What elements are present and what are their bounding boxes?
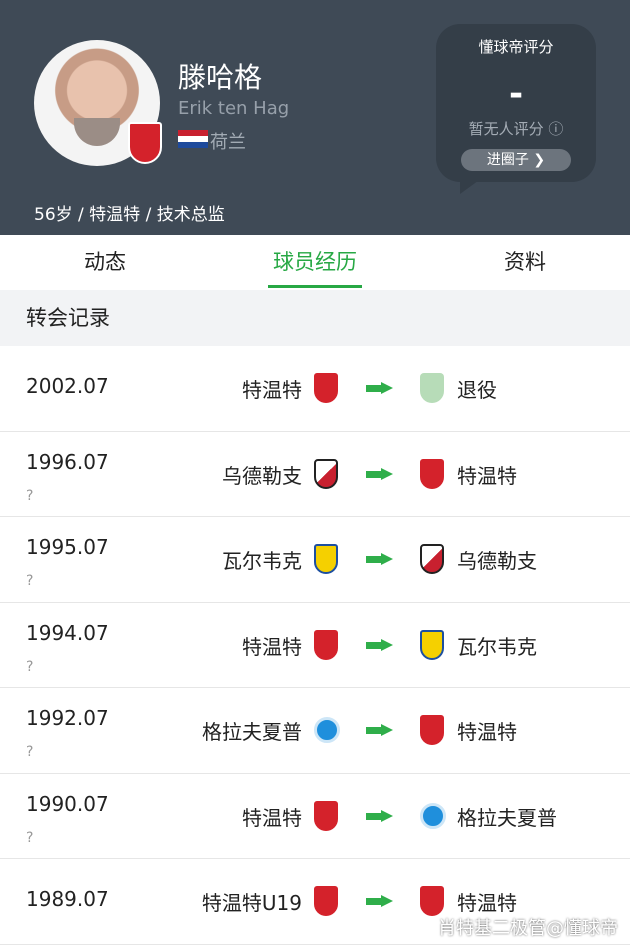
from-club-logo-icon [314,717,340,743]
transfer-date: 1996.07 [26,449,109,474]
player-name: 滕哈格 [178,61,263,94]
to-club[interactable]: 特温特 [457,463,517,488]
player-english-name: Erik ten Hag [178,98,290,119]
from-club[interactable]: 特温特 [242,805,302,830]
transfer-row[interactable]: 1994.07? 特温特 瓦尔韦克 [0,603,630,688]
from-club-logo-icon [314,458,338,489]
transfer-fee: ? [26,829,34,846]
transfer-list: 2002.07 特温特 退役 1996.07? 乌德勒支 特温特 1995.07? 瓦尔韦… [0,346,630,945]
from-club[interactable]: 特温特U19 [201,891,302,915]
player-header: 滕哈格 Erik ten Hag 荷兰 56岁 / 特温特 / 技术总监 懂球帝… [0,0,630,235]
transfer-row[interactable]: 1989.07 特温特U19 特温特 [0,859,630,945]
to-club-logo-icon [420,373,444,403]
to-club[interactable]: 特温特 [457,891,517,915]
transfer-row[interactable]: 1992.07? 格拉夫夏普 特温特 [0,688,630,774]
to-club-logo-icon [420,802,446,829]
transfer-row[interactable]: 1996.07? 乌德勒支 特温特 [0,432,630,517]
from-club-logo-icon [314,373,338,403]
from-club-logo-icon [314,544,338,574]
arrow-right-icon [366,724,394,736]
to-club-logo-icon [420,715,444,745]
transfer-date: 1992.07 [26,706,109,730]
to-club-logo-icon [420,458,444,489]
tab-bar: 动态 球员经历 资料 [0,235,630,290]
from-club-logo-icon [314,886,338,916]
transfer-row[interactable]: 1990.07? 特温特 格拉夫夏普 [0,774,630,859]
to-club[interactable]: 格拉夫夏普 [457,805,557,830]
from-club[interactable]: 瓦尔韦克 [222,549,302,573]
to-club[interactable]: 特温特 [457,720,517,744]
from-club[interactable]: 特温特 [242,634,302,659]
watermark: 肖特基二极管@懂球帝 [438,918,618,939]
rating-value: - [508,74,524,114]
rating-note[interactable]: 暂无人评分 ⓘ [468,120,564,138]
from-club[interactable]: 特温特 [242,378,302,402]
transfer-fee: ? [26,658,34,675]
club-badge-icon [128,122,162,164]
arrow-right-icon [366,895,394,907]
rating-title: 懂球帝评分 [478,38,554,56]
transfer-date: 1989.07 [26,887,109,911]
transfer-fee: ? [26,573,34,589]
enter-circle-button[interactable]: 进圈子 ❯ [461,149,571,171]
transfer-date: 1990.07 [26,791,109,816]
rating-bubble: 懂球帝评分 - 暂无人评分 ⓘ 进圈子 ❯ [436,24,596,194]
to-club-logo-icon [420,629,444,660]
arrow-right-icon [366,382,394,394]
transfer-date: 1994.07 [26,620,109,645]
tab-news[interactable]: 动态 [84,250,126,274]
tab-career[interactable]: 球员经历 [210,235,420,290]
to-club-logo-icon [420,886,444,916]
transfer-row[interactable]: 2002.07 特温特 退役 [0,346,630,432]
section-title: 转会记录 [0,290,630,346]
arrow-right-icon [366,467,394,480]
from-club[interactable]: 乌德勒支 [222,463,302,488]
player-country: 荷兰 [210,132,246,153]
transfer-row[interactable]: 1995.07? 瓦尔韦克 乌德勒支 [0,517,630,603]
transfer-date: 2002.07 [26,374,109,398]
transfer-fee: ? [26,487,34,504]
tab-info[interactable]: 资料 [504,250,546,274]
from-club-logo-icon [314,800,338,831]
to-club[interactable]: 退役 [457,378,497,402]
from-club[interactable]: 格拉夫夏普 [202,720,302,744]
to-club-logo-icon [420,544,444,574]
transfer-fee: ? [26,744,34,760]
player-meta: 56岁 / 特温特 / 技术总监 [34,205,225,225]
arrow-right-icon [366,553,394,565]
arrow-right-icon [366,638,394,651]
from-club-logo-icon [314,629,338,660]
to-club[interactable]: 瓦尔韦克 [457,634,537,659]
player-avatar [34,40,160,166]
arrow-right-icon [366,809,394,822]
transfer-date: 1995.07 [26,535,109,559]
netherlands-flag-icon [178,130,208,148]
to-club[interactable]: 乌德勒支 [457,549,537,573]
